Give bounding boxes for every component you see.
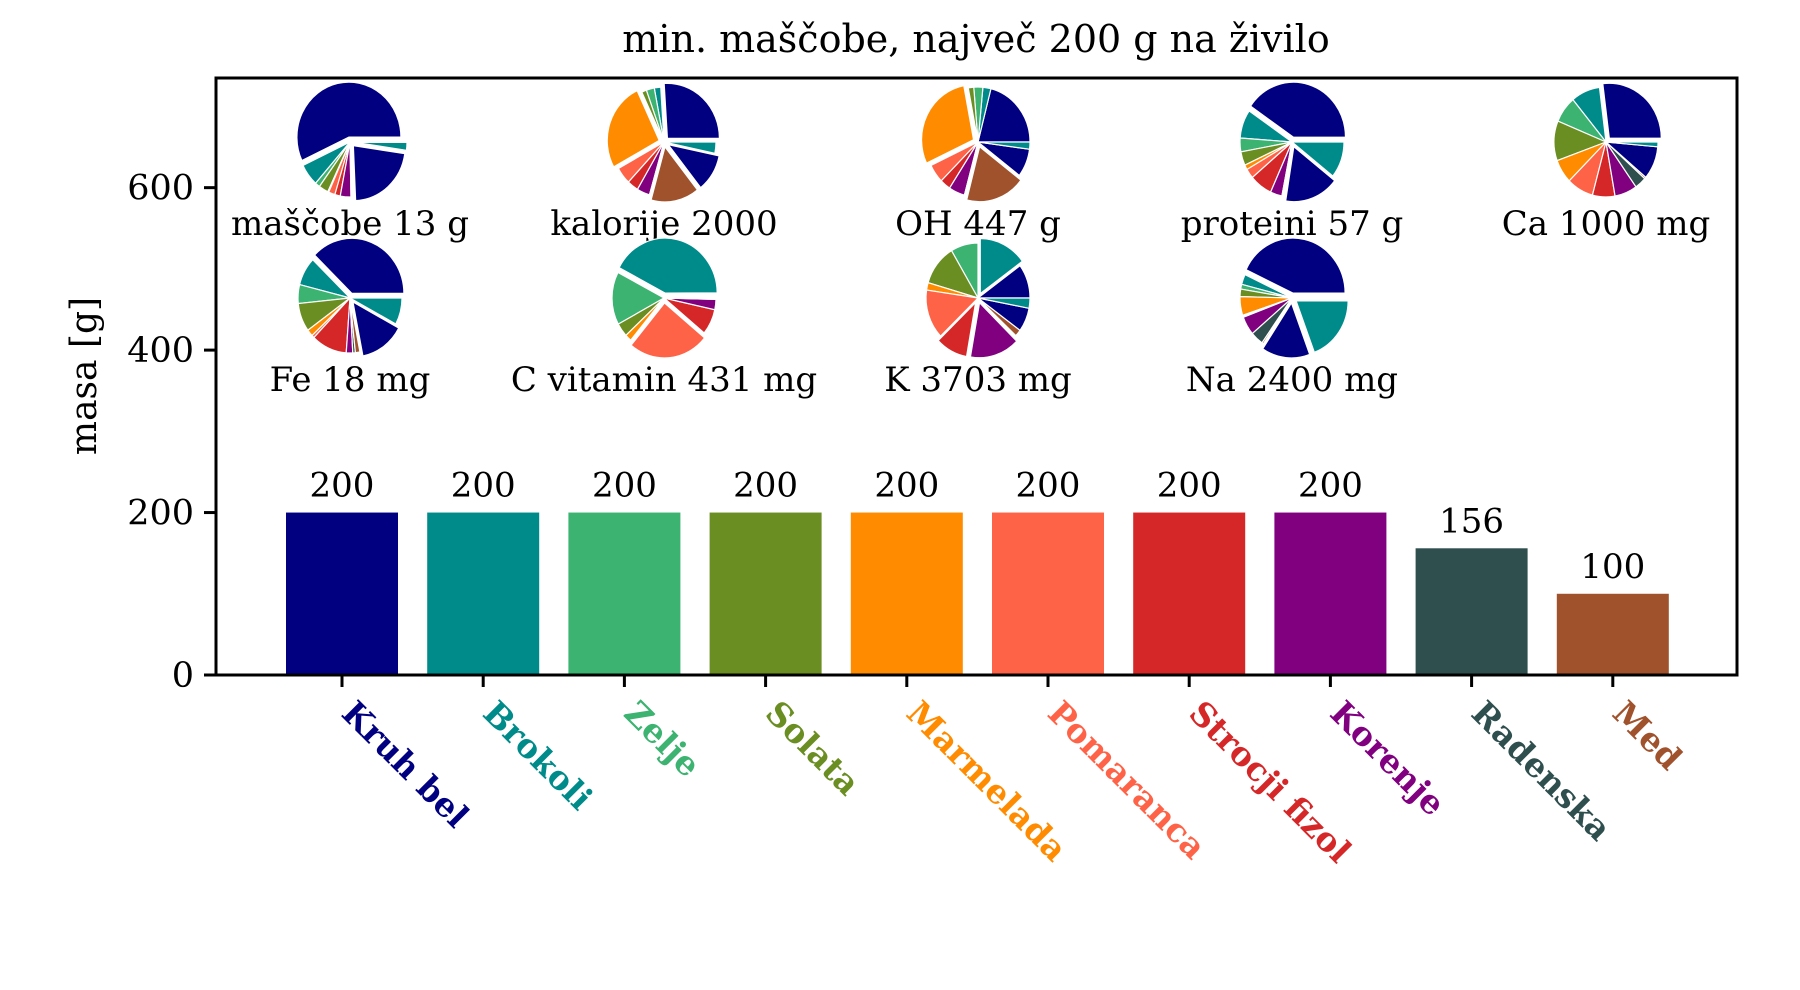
- pie-slice: [1249, 81, 1347, 138]
- pie-slice: [666, 143, 720, 189]
- pie-slice: [977, 87, 1031, 143]
- pie-label: Fe 18 mg: [270, 360, 431, 400]
- pie-slice: [663, 141, 717, 155]
- pie-slice: [1261, 297, 1293, 345]
- pie-slice: [352, 300, 400, 357]
- pie-label: Ca 1000 mg: [1502, 204, 1710, 244]
- pie: Ca 1000 mg: [1502, 82, 1710, 244]
- pie-slice: [648, 141, 665, 196]
- y-tick-label: 400: [127, 331, 194, 371]
- x-tick-label: Kruh bel: [334, 693, 476, 835]
- pie-slice: [1605, 141, 1659, 148]
- x-tick-label: Radenska: [1464, 693, 1619, 848]
- pie-slice: [352, 145, 406, 202]
- pie-slice: [977, 141, 1031, 150]
- bar: [1274, 512, 1387, 675]
- pie-slice: [1245, 237, 1346, 294]
- pie: maščobe 13 g: [231, 81, 469, 244]
- bar: [992, 512, 1104, 675]
- pie-slice: [611, 271, 666, 325]
- pie-slice: [1602, 82, 1662, 139]
- bar: [286, 512, 398, 675]
- pie-slice: [963, 141, 979, 197]
- pie-slice: [641, 89, 665, 143]
- pie-slice: [313, 237, 405, 294]
- pie-label: OH 447 g: [895, 204, 1061, 244]
- pie: OH 447 g: [895, 84, 1061, 244]
- bar-value-label: 200: [592, 466, 657, 506]
- pie-slice: [1282, 141, 1293, 198]
- pie-label: proteini 57 g: [1181, 204, 1404, 244]
- pie-slice: [925, 289, 980, 338]
- pie-slice: [967, 86, 979, 143]
- pie: Na 2400 mg: [1186, 237, 1398, 400]
- pie-slice: [920, 84, 975, 164]
- pie-slice: [650, 145, 699, 203]
- x-tick-label: Zelje: [617, 693, 709, 785]
- x-tick-label: Solata: [758, 693, 868, 803]
- pie-slice: [349, 141, 353, 198]
- pie-slice: [977, 297, 1031, 310]
- bar: [850, 512, 963, 675]
- pie: Fe 18 mg: [270, 237, 431, 400]
- pie-slice: [969, 301, 1018, 359]
- x-tick-label: Med: [1605, 693, 1690, 778]
- bars: 200 200 200 200 200 200 200 200 156 100: [286, 466, 1669, 675]
- y-tick-label: 0: [172, 656, 194, 696]
- pie-slice: [354, 141, 408, 151]
- pie-slice: [630, 302, 706, 359]
- pie-label: C vitamin 431 mg: [511, 360, 817, 400]
- pie: proteini 57 g: [1181, 81, 1404, 244]
- pie-slice: [937, 300, 977, 358]
- bar-value-label: 200: [1157, 466, 1222, 506]
- pie: K 3703 mg: [884, 237, 1072, 400]
- x-tick-label: Brokoli: [476, 693, 601, 818]
- pie-slice: [618, 237, 718, 294]
- pie-slice: [1295, 300, 1349, 354]
- bar-value-label: 200: [733, 466, 798, 506]
- pie-slice: [663, 82, 721, 139]
- bar-value-label: 156: [1439, 501, 1504, 541]
- y-axis-label: masa [g]: [64, 297, 105, 455]
- pie-slice: [625, 297, 665, 342]
- axes-frame: [214, 76, 1739, 677]
- bar-value-label: 200: [310, 466, 375, 506]
- bar: [568, 512, 681, 675]
- pie-label: kalorije 2000: [550, 204, 777, 244]
- chart-title: min. maščobe, največ 200 g na živilo: [622, 17, 1329, 61]
- pie-slice: [349, 297, 361, 354]
- bar-value-label: 200: [1298, 466, 1363, 506]
- bar: [427, 512, 540, 675]
- pie-label: maščobe 13 g: [231, 204, 469, 244]
- bar-value-label: 100: [1580, 547, 1645, 587]
- pie-slice: [1290, 141, 1345, 177]
- pie: kalorije 2000: [550, 82, 778, 244]
- pie-slice: [606, 89, 661, 168]
- pie-label: Na 2400 mg: [1186, 360, 1398, 400]
- bar: [709, 512, 822, 675]
- pie: C vitamin 431 mg: [511, 237, 817, 400]
- y-tick-label: 600: [127, 169, 194, 209]
- pie-slice: [1261, 301, 1311, 359]
- bar: [1556, 593, 1669, 675]
- bar: [1133, 512, 1246, 675]
- pie-slice: [965, 145, 1022, 203]
- pie-slice: [296, 81, 402, 162]
- bar: [1415, 548, 1528, 675]
- pie-label: K 3703 mg: [884, 360, 1072, 400]
- pie-insets: maščobe 13 g kalorije 2000 OH 447 g protein…: [231, 81, 1710, 400]
- bar-value-label: 200: [451, 466, 516, 506]
- pie-slice: [1284, 145, 1336, 203]
- x-tick-label: Korenje: [1323, 693, 1453, 823]
- bar-value-label: 200: [1016, 466, 1081, 506]
- pie-slice: [979, 237, 1024, 295]
- y-tick-label: 200: [127, 494, 194, 534]
- pie-slice: [347, 297, 403, 325]
- bar-value-label: 200: [874, 466, 939, 506]
